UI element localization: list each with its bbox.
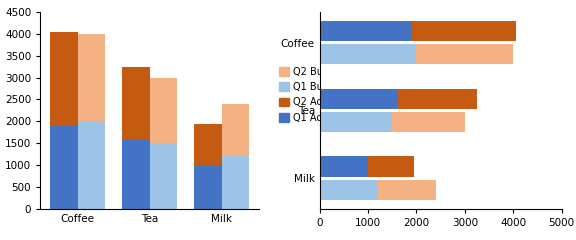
Bar <box>195 124 222 165</box>
Bar <box>320 112 392 132</box>
Bar <box>50 32 78 126</box>
Bar <box>50 126 78 209</box>
Bar <box>320 44 416 64</box>
Bar <box>195 165 222 209</box>
Bar <box>320 180 378 200</box>
Bar <box>78 121 105 209</box>
Bar <box>222 104 249 156</box>
Bar <box>320 21 412 41</box>
Bar <box>122 67 150 139</box>
Bar <box>378 180 436 200</box>
Bar <box>150 143 177 209</box>
Bar <box>320 156 368 177</box>
Bar <box>222 156 249 209</box>
Bar <box>392 112 465 132</box>
Bar <box>368 156 414 177</box>
Bar <box>150 78 177 143</box>
Bar <box>416 44 513 64</box>
Bar <box>122 139 150 209</box>
Bar <box>78 34 105 121</box>
Bar <box>397 89 477 109</box>
Legend: Q2 Budget, Q1 Budget, Q2 Actual, Q1 Actual: Q2 Budget, Q1 Budget, Q2 Actual, Q1 Actu… <box>275 63 350 126</box>
Bar <box>320 89 397 109</box>
Bar <box>412 21 516 41</box>
